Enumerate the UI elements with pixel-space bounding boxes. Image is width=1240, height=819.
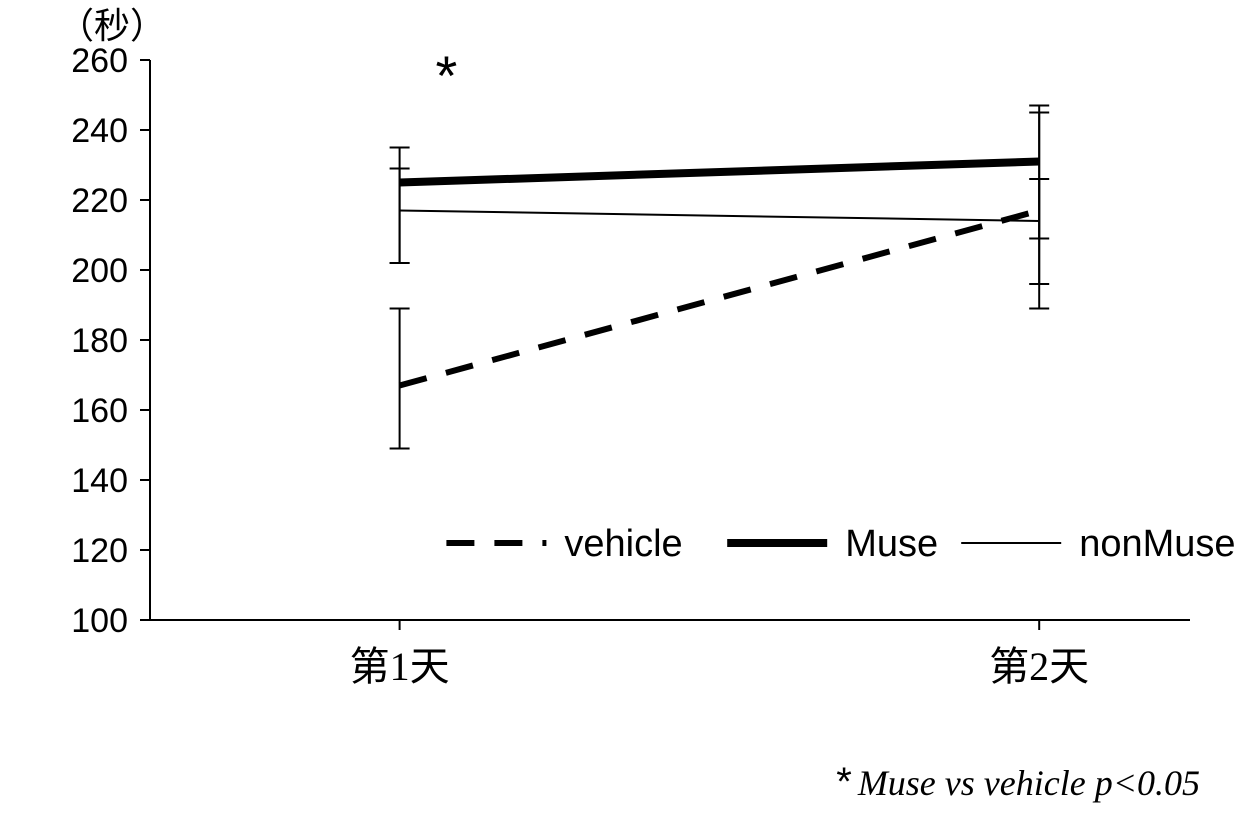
y-axis-unit-label: （秒） — [58, 6, 166, 46]
x-category-label: 第1天 — [350, 644, 450, 689]
y-tick-label: 200 — [71, 252, 128, 290]
y-tick-label: 240 — [71, 112, 128, 150]
y-tick-label: 220 — [71, 182, 128, 220]
series-line-Muse — [400, 162, 1040, 183]
errorbar-nonMuse — [1029, 179, 1049, 284]
y-tick-label: 180 — [71, 322, 128, 360]
series-line-vehicle — [400, 211, 1040, 386]
series-line-nonMuse — [400, 211, 1040, 222]
y-tick-label: 120 — [71, 532, 128, 570]
significance-footnote: *Muse vs vehicle p<0.05 — [836, 760, 1200, 805]
significance-marker: * — [436, 44, 458, 107]
y-tick-label: 140 — [71, 462, 128, 500]
legend-label-vehicle: vehicle — [564, 523, 682, 565]
legend-label-Muse: Muse — [845, 523, 938, 565]
y-tick-label: 100 — [71, 602, 128, 640]
line-chart: 100 120 140 160 180 200 220 240 260（秒） 第1天 第2天 * veh… — [0, 0, 1240, 819]
errorbar-vehicle — [390, 309, 410, 449]
legend-label-nonMuse: nonMuse — [1079, 523, 1235, 565]
y-tick-label: 260 — [71, 42, 128, 80]
x-category-label: 第2天 — [989, 644, 1089, 689]
y-tick-label: 160 — [71, 392, 128, 430]
